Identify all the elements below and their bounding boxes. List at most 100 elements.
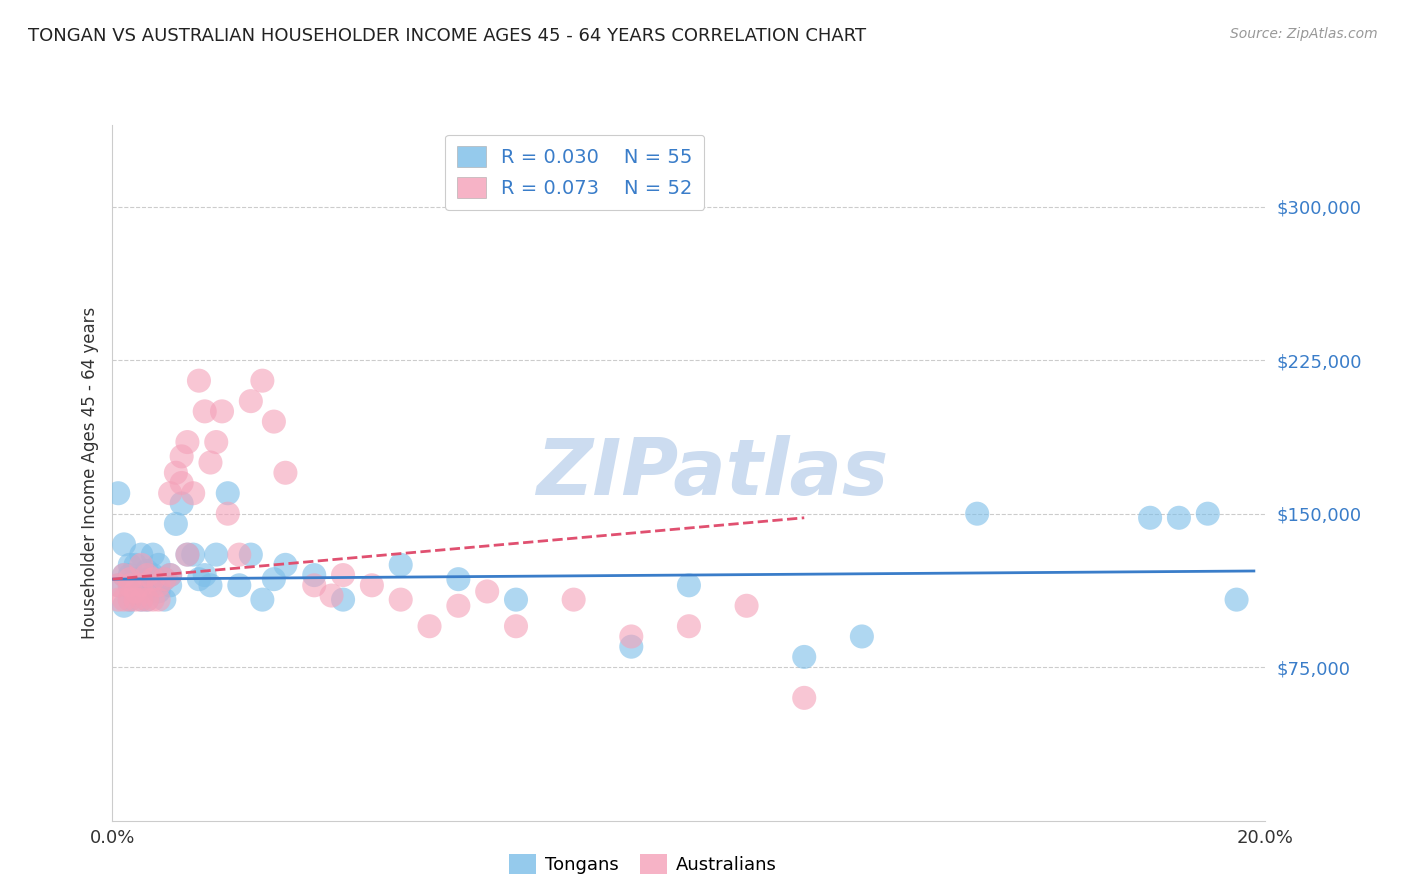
Point	[107, 592, 129, 607]
Point	[620, 640, 643, 654]
Y-axis label: Householder Income Ages 45 - 64 years: Householder Income Ages 45 - 64 years	[80, 307, 98, 639]
Point	[142, 592, 165, 607]
Point	[505, 592, 527, 607]
Point	[181, 486, 204, 500]
Point	[263, 572, 285, 586]
Point	[136, 592, 159, 607]
Point	[274, 558, 297, 572]
Point	[620, 630, 643, 644]
Point	[129, 558, 153, 572]
Point	[188, 572, 211, 586]
Point	[475, 584, 498, 599]
Point	[170, 496, 193, 510]
Point	[170, 450, 193, 464]
Point	[505, 619, 527, 633]
Point	[118, 592, 141, 607]
Point	[112, 568, 135, 582]
Point	[274, 466, 297, 480]
Point	[112, 537, 135, 551]
Point	[447, 599, 470, 613]
Point	[148, 592, 170, 607]
Point	[360, 578, 382, 592]
Point	[447, 572, 470, 586]
Point	[419, 619, 441, 633]
Point	[228, 548, 250, 562]
Point	[153, 592, 176, 607]
Point	[112, 568, 135, 582]
Point	[148, 584, 170, 599]
Point	[205, 435, 228, 450]
Point	[170, 475, 193, 490]
Point	[124, 558, 146, 572]
Point	[124, 584, 146, 599]
Point	[252, 374, 274, 388]
Point	[1226, 592, 1249, 607]
Point	[200, 578, 222, 592]
Point	[200, 456, 222, 470]
Point	[217, 486, 239, 500]
Point	[159, 578, 181, 592]
Point	[389, 592, 412, 607]
Point	[165, 516, 187, 531]
Point	[118, 578, 141, 592]
Point	[107, 578, 129, 592]
Point	[194, 568, 217, 582]
Point	[136, 578, 159, 592]
Point	[252, 592, 274, 607]
Point	[124, 572, 146, 586]
Point	[217, 507, 239, 521]
Point	[304, 578, 326, 592]
Point	[136, 568, 159, 582]
Point	[118, 558, 141, 572]
Point	[153, 572, 176, 586]
Point	[129, 572, 153, 586]
Point	[851, 630, 873, 644]
Point	[129, 578, 153, 592]
Point	[107, 578, 129, 592]
Text: Source: ZipAtlas.com: Source: ZipAtlas.com	[1230, 27, 1378, 41]
Point	[165, 466, 187, 480]
Point	[142, 568, 165, 582]
Point	[136, 592, 159, 607]
Point	[142, 548, 165, 562]
Point	[678, 619, 700, 633]
Point	[181, 548, 204, 562]
Text: ZIPatlas: ZIPatlas	[536, 434, 889, 511]
Point	[194, 404, 217, 418]
Point	[112, 592, 135, 607]
Point	[148, 558, 170, 572]
Point	[678, 578, 700, 592]
Point	[562, 592, 585, 607]
Point	[118, 578, 141, 592]
Legend: Tongans, Australians: Tongans, Australians	[502, 847, 785, 881]
Point	[107, 486, 129, 500]
Point	[129, 592, 153, 607]
Point	[228, 578, 250, 592]
Point	[239, 394, 262, 409]
Point	[124, 584, 146, 599]
Point	[793, 649, 815, 664]
Point	[263, 415, 285, 429]
Point	[332, 592, 354, 607]
Point	[142, 572, 165, 586]
Point	[148, 578, 170, 592]
Point	[129, 592, 153, 607]
Point	[205, 548, 228, 562]
Point	[159, 486, 181, 500]
Point	[136, 564, 159, 578]
Point	[153, 572, 176, 586]
Point	[1197, 507, 1219, 521]
Point	[159, 568, 181, 582]
Point	[124, 592, 146, 607]
Text: TONGAN VS AUSTRALIAN HOUSEHOLDER INCOME AGES 45 - 64 YEARS CORRELATION CHART: TONGAN VS AUSTRALIAN HOUSEHOLDER INCOME …	[28, 27, 866, 45]
Point	[176, 548, 198, 562]
Point	[793, 690, 815, 705]
Point	[211, 404, 233, 418]
Point	[129, 548, 153, 562]
Point	[188, 374, 211, 388]
Point	[1139, 510, 1161, 524]
Point	[142, 578, 165, 592]
Point	[112, 599, 135, 613]
Point	[304, 568, 326, 582]
Point	[332, 568, 354, 582]
